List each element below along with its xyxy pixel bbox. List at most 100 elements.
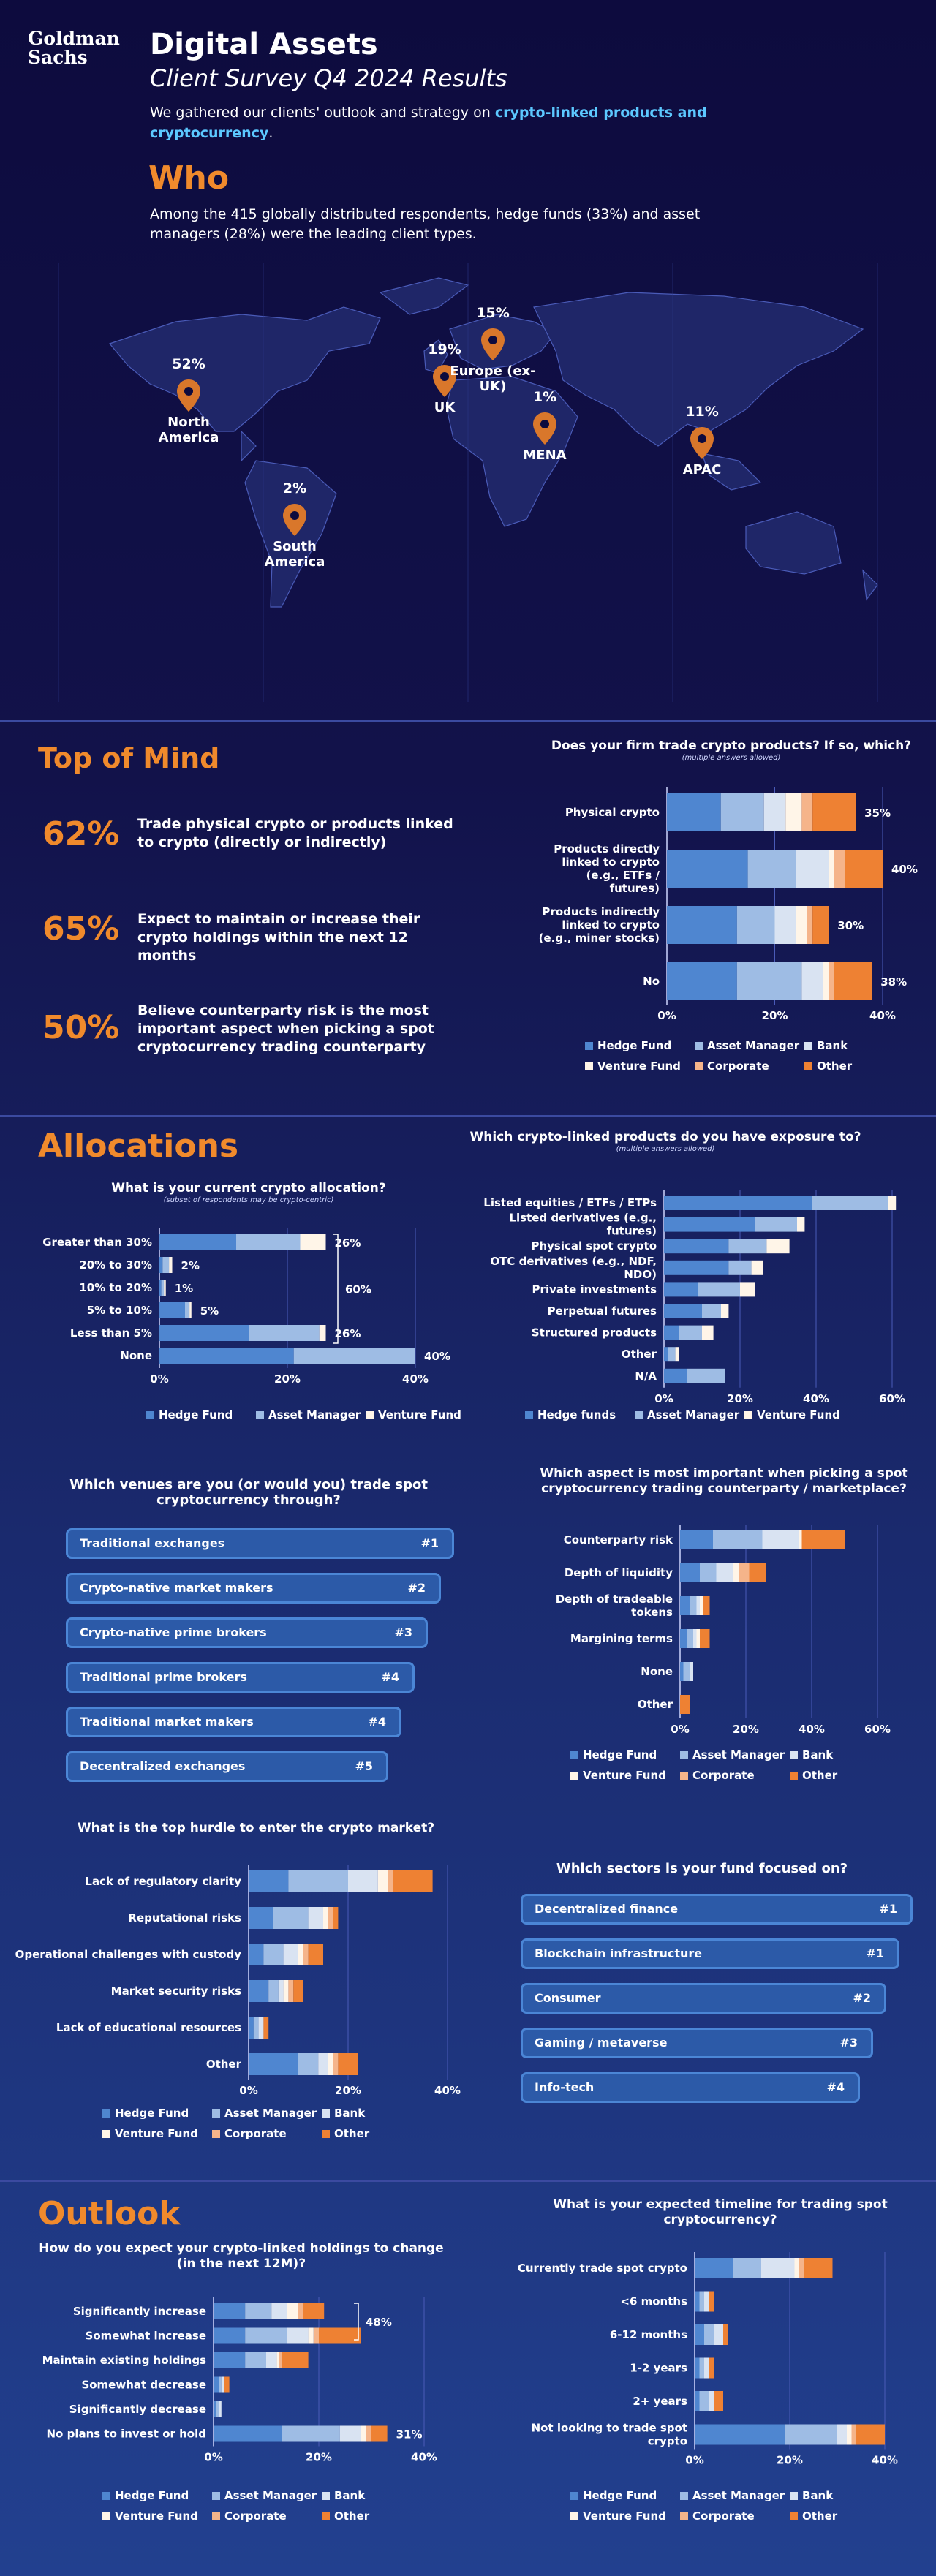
map-pin-icon — [481, 328, 505, 360]
bar-segment — [823, 962, 829, 1000]
legend-swatch — [322, 2512, 330, 2520]
category-label: Significantly increase — [73, 2305, 206, 2318]
x-tick-label: 20% — [733, 1723, 759, 1736]
bar-segment — [664, 1196, 812, 1210]
intro-text: We gathered our clients' outlook and str… — [150, 105, 707, 141]
bar-segment — [664, 1217, 755, 1232]
legend-label: Bank — [802, 2489, 834, 2502]
category-label: None — [641, 1665, 673, 1678]
stat-value: 62% — [42, 815, 120, 853]
bar-segment — [388, 1870, 393, 1892]
ranked-item-rank: #2 — [853, 1991, 871, 2005]
bar-segment — [319, 2327, 361, 2344]
bar-segment — [702, 1325, 714, 1340]
bar-segment — [298, 1944, 303, 1965]
category-label: Structured products — [532, 1326, 657, 1340]
legend-label: Hedge Fund — [597, 1039, 671, 1052]
x-tick-label: 60% — [879, 1392, 905, 1405]
legend-swatch — [212, 2109, 220, 2118]
bar-segment — [249, 2017, 254, 2039]
legend-swatch — [322, 2130, 330, 2138]
bar-segment — [164, 1280, 166, 1296]
bar-segment — [263, 1944, 284, 1965]
bar-segment — [366, 2425, 371, 2442]
category-label: Less than 5% — [70, 1326, 152, 1340]
x-tick-label: 0% — [204, 2451, 222, 2464]
category-label: Depth of tradeable tokens — [556, 1593, 673, 1619]
legend-swatch — [585, 1042, 593, 1050]
legend-swatch — [680, 2512, 688, 2520]
bar-segment — [812, 1196, 888, 1210]
bar-segment — [695, 2424, 785, 2445]
legend-swatch — [570, 2512, 578, 2520]
region-percent: 1% — [532, 389, 557, 405]
bar-segment — [704, 2357, 709, 2379]
bar-segment — [680, 1662, 684, 1681]
bar-segment — [664, 1347, 668, 1362]
legend-swatch — [790, 2492, 798, 2500]
bar-segment — [664, 1239, 729, 1254]
legend-label: Asset Manager — [224, 2489, 317, 2502]
bar-segment — [287, 2303, 298, 2319]
bar-segment — [308, 2327, 314, 2344]
bar-segment — [714, 2324, 723, 2345]
stat-value: 50% — [42, 1009, 120, 1046]
bar-segment — [271, 2303, 287, 2319]
ranked-item-label: Crypto-native prime brokers — [80, 1625, 267, 1639]
chart-note: (multiple answers allowed) — [616, 1145, 715, 1153]
bar-segment — [728, 1239, 767, 1254]
bar-segment — [253, 2017, 259, 2039]
legend-label: Asset Manager — [707, 1039, 800, 1052]
category-label: Lack of educational resources — [56, 2021, 241, 2034]
category-label: 6-12 months — [610, 2328, 687, 2341]
region-label: North America — [158, 415, 219, 445]
bar-segment — [699, 2391, 709, 2411]
bar-segment — [169, 1257, 173, 1273]
ranked-item: Gaming / metaverse #3 — [521, 2028, 873, 2058]
category-label: Greater than 30% — [42, 1236, 152, 1249]
sectors-title: Which sectors is your fund focused on? — [556, 1861, 848, 1876]
chart-title: Which aspect is most important when pick… — [540, 1466, 907, 1496]
bar-segment — [679, 1325, 702, 1340]
category-label: Other — [638, 1698, 673, 1711]
bar-segment — [704, 2324, 714, 2345]
legend-swatch — [635, 1411, 643, 1419]
bar-segment — [751, 1260, 763, 1275]
bar-segment — [829, 850, 834, 888]
map-pin-icon — [283, 504, 306, 536]
bar-segment — [236, 1234, 301, 1250]
bar-segment — [283, 1980, 289, 2002]
bar-segment — [733, 2258, 761, 2278]
bar-segment — [249, 2053, 298, 2075]
bar-segment — [720, 793, 764, 831]
x-tick-label: 40% — [872, 2454, 898, 2467]
legend-swatch — [570, 2492, 578, 2500]
ranked-item: Traditional prime brokers #4 — [66, 1662, 415, 1693]
chart-title: How do you expect your crypto-linked hol… — [39, 2241, 443, 2271]
bar-segment — [714, 2391, 723, 2411]
category-label: Currently trade spot crypto — [518, 2262, 687, 2275]
category-label: 5% to 10% — [87, 1304, 152, 1317]
bar-segment — [699, 2357, 704, 2379]
bar-segment — [723, 2324, 728, 2345]
legend-swatch — [212, 2130, 220, 2138]
legend-swatch — [256, 1411, 264, 1419]
ranked-item-label: Decentralized exchanges — [80, 1759, 246, 1773]
category-label: Products indirectly linked to crypto (e.g.… — [539, 905, 660, 945]
bar-segment — [245, 2327, 287, 2344]
legend-label: Hedge Fund — [159, 1408, 233, 1421]
x-tick-label: 0% — [685, 2454, 703, 2467]
bar-segment — [308, 1907, 323, 1929]
bar-segment — [834, 962, 872, 1000]
chart-title: What is the top hurdle to enter the cryp… — [78, 1821, 434, 1835]
legend-swatch — [680, 2492, 688, 2500]
bar-segment — [282, 2425, 340, 2442]
legend-label: Asset Manager — [224, 2107, 317, 2120]
data-label: 2% — [181, 1259, 200, 1272]
bar-segment — [785, 793, 802, 831]
category-label: 1-2 years — [630, 2362, 687, 2375]
legend-swatch — [322, 2109, 330, 2118]
legend-label: Hedge Fund — [115, 2107, 189, 2120]
data-label: 40% — [891, 863, 918, 876]
category-label: Private investments — [532, 1283, 657, 1296]
